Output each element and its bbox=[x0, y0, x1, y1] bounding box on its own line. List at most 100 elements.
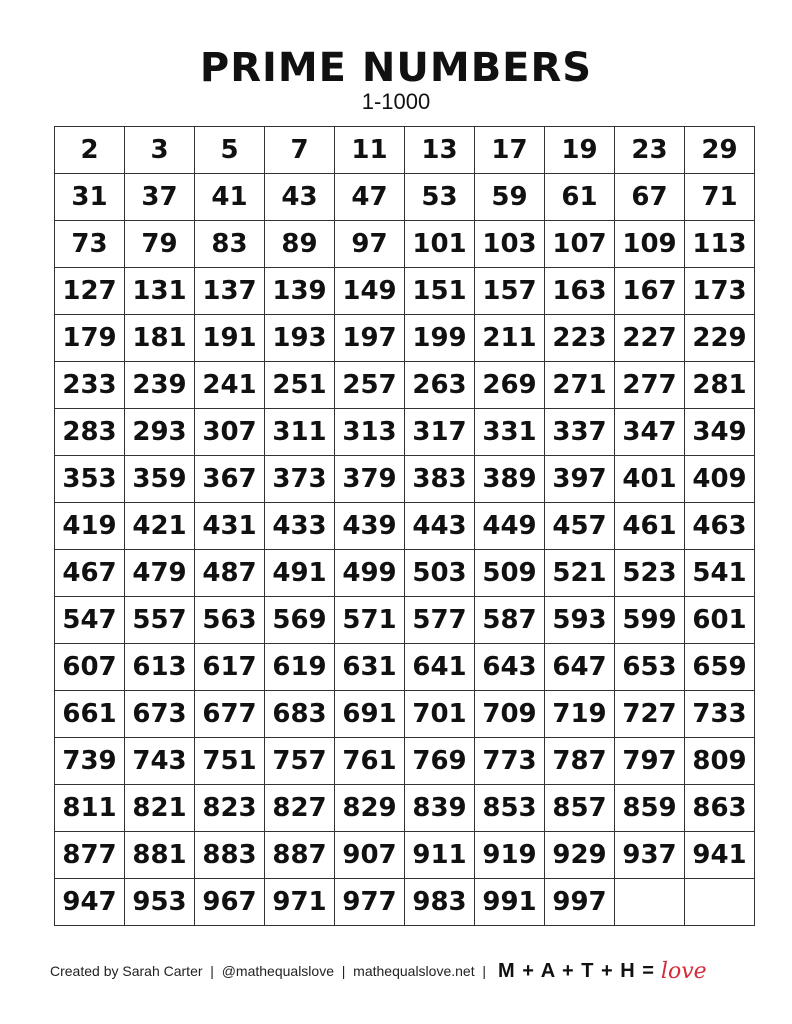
prime-cell: 773 bbox=[474, 737, 545, 785]
prime-cell: 307 bbox=[194, 408, 265, 456]
table-row: 947 953 967 971 977 983 991 997 bbox=[54, 878, 755, 926]
prime-cell: 761 bbox=[334, 737, 405, 785]
prime-cell: 83 bbox=[194, 220, 265, 268]
prime-cell: 157 bbox=[474, 267, 545, 315]
prime-cell: 37 bbox=[124, 173, 195, 221]
prime-cell: 137 bbox=[194, 267, 265, 315]
prime-cell: 727 bbox=[614, 690, 685, 738]
prime-cell: 431 bbox=[194, 502, 265, 550]
footer: Created by Sarah Carter | @mathequalslov… bbox=[50, 956, 760, 986]
empty-cell bbox=[614, 878, 685, 926]
prime-cell: 673 bbox=[124, 690, 195, 738]
prime-cell: 881 bbox=[124, 831, 195, 879]
prime-cell: 97 bbox=[334, 220, 405, 268]
prime-cell: 5 bbox=[194, 126, 265, 174]
prime-cell: 829 bbox=[334, 784, 405, 832]
prime-cell: 839 bbox=[404, 784, 475, 832]
table-row: 73 79 83 89 97 101 103 107 109 113 bbox=[54, 220, 755, 268]
prime-cell: 419 bbox=[54, 502, 125, 550]
footer-credit: Created by Sarah Carter | @mathequalslov… bbox=[50, 963, 487, 979]
prime-cell: 17 bbox=[474, 126, 545, 174]
prime-cell: 197 bbox=[334, 314, 405, 362]
prime-cell: 809 bbox=[684, 737, 755, 785]
prime-cell: 7 bbox=[264, 126, 335, 174]
page-subtitle: 1-1000 bbox=[361, 89, 431, 114]
prime-cell: 587 bbox=[474, 596, 545, 644]
prime-cell: 223 bbox=[544, 314, 615, 362]
prime-cell: 167 bbox=[614, 267, 685, 315]
prime-cell: 499 bbox=[334, 549, 405, 597]
prime-cell: 149 bbox=[334, 267, 405, 315]
prime-cell: 911 bbox=[404, 831, 475, 879]
empty-cell bbox=[684, 878, 755, 926]
prime-cell: 479 bbox=[124, 549, 195, 597]
prime-cell: 113 bbox=[684, 220, 755, 268]
prime-cell: 739 bbox=[54, 737, 125, 785]
prime-cell: 977 bbox=[334, 878, 405, 926]
prime-cell: 179 bbox=[54, 314, 125, 362]
prime-cell: 193 bbox=[264, 314, 335, 362]
prime-cell: 487 bbox=[194, 549, 265, 597]
prime-cell: 457 bbox=[544, 502, 615, 550]
prime-cell: 29 bbox=[684, 126, 755, 174]
prime-cell: 127 bbox=[54, 267, 125, 315]
love-logo-word: love bbox=[660, 958, 707, 984]
math-love-logo: M + A + T + H = bbox=[498, 959, 655, 982]
prime-cell: 709 bbox=[474, 690, 545, 738]
prime-cell: 613 bbox=[124, 643, 195, 691]
prime-cell: 53 bbox=[404, 173, 475, 221]
prime-cell: 617 bbox=[194, 643, 265, 691]
table-row: 877 881 883 887 907 911 919 929 937 941 bbox=[54, 831, 755, 879]
page-title: PRIME NUMBERS bbox=[199, 45, 593, 91]
prime-cell: 163 bbox=[544, 267, 615, 315]
prime-numbers-table: 2 3 5 7 11 13 17 19 23 29 31 37 41 43 47 53 59 61 67 71 73 79… bbox=[54, 126, 755, 926]
prime-cell: 107 bbox=[544, 220, 615, 268]
prime-cell: 281 bbox=[684, 361, 755, 409]
prime-cell: 509 bbox=[474, 549, 545, 597]
prime-cell: 557 bbox=[124, 596, 195, 644]
prime-cell: 863 bbox=[684, 784, 755, 832]
prime-cell: 439 bbox=[334, 502, 405, 550]
table-row: 283 293 307 311 313 317 331 337 347 349 bbox=[54, 408, 755, 456]
prime-cell: 89 bbox=[264, 220, 335, 268]
table-row: 127 131 137 139 149 151 157 163 167 173 bbox=[54, 267, 755, 315]
prime-cell: 631 bbox=[334, 643, 405, 691]
prime-cell: 751 bbox=[194, 737, 265, 785]
prime-cell: 73 bbox=[54, 220, 125, 268]
prime-cell: 691 bbox=[334, 690, 405, 738]
prime-cell: 59 bbox=[474, 173, 545, 221]
table-row: 233 239 241 251 257 263 269 271 277 281 bbox=[54, 361, 755, 409]
prime-cell: 61 bbox=[544, 173, 615, 221]
prime-cell: 571 bbox=[334, 596, 405, 644]
prime-cell: 11 bbox=[334, 126, 405, 174]
table-row: 419 421 431 433 439 443 449 457 461 463 bbox=[54, 502, 755, 550]
prime-cell: 383 bbox=[404, 455, 475, 503]
table-row: 661 673 677 683 691 701 709 719 727 733 bbox=[54, 690, 755, 738]
prime-cell: 647 bbox=[544, 643, 615, 691]
prime-cell: 683 bbox=[264, 690, 335, 738]
prime-cell: 797 bbox=[614, 737, 685, 785]
prime-cell: 43 bbox=[264, 173, 335, 221]
prime-cell: 653 bbox=[614, 643, 685, 691]
prime-cell: 317 bbox=[404, 408, 475, 456]
prime-cell: 907 bbox=[334, 831, 405, 879]
prime-cell: 283 bbox=[54, 408, 125, 456]
prime-cell: 349 bbox=[684, 408, 755, 456]
prime-cell: 31 bbox=[54, 173, 125, 221]
table-row: 353 359 367 373 379 383 389 397 401 409 bbox=[54, 455, 755, 503]
prime-cell: 941 bbox=[684, 831, 755, 879]
prime-cell: 47 bbox=[334, 173, 405, 221]
prime-cell: 857 bbox=[544, 784, 615, 832]
prime-cell: 71 bbox=[684, 173, 755, 221]
prime-cell: 449 bbox=[474, 502, 545, 550]
prime-cell: 227 bbox=[614, 314, 685, 362]
prime-cell: 743 bbox=[124, 737, 195, 785]
prime-cell: 971 bbox=[264, 878, 335, 926]
prime-cell: 311 bbox=[264, 408, 335, 456]
prime-cell: 211 bbox=[474, 314, 545, 362]
prime-cell: 257 bbox=[334, 361, 405, 409]
prime-cell: 19 bbox=[544, 126, 615, 174]
prime-cell: 769 bbox=[404, 737, 475, 785]
prime-cell: 359 bbox=[124, 455, 195, 503]
prime-cell: 607 bbox=[54, 643, 125, 691]
